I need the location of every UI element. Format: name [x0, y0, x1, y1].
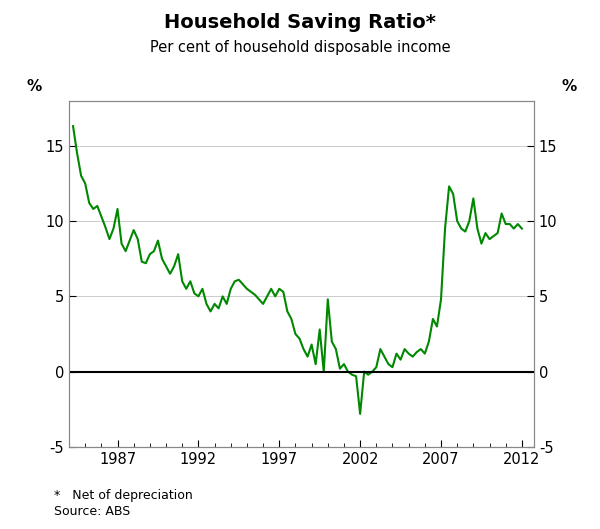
- Text: *   Net of depreciation: * Net of depreciation: [54, 489, 193, 503]
- Text: %: %: [26, 79, 42, 94]
- Text: %: %: [561, 79, 577, 94]
- Text: Household Saving Ratio*: Household Saving Ratio*: [164, 13, 436, 32]
- Text: Per cent of household disposable income: Per cent of household disposable income: [149, 40, 451, 54]
- Text: Source: ABS: Source: ABS: [54, 505, 130, 518]
